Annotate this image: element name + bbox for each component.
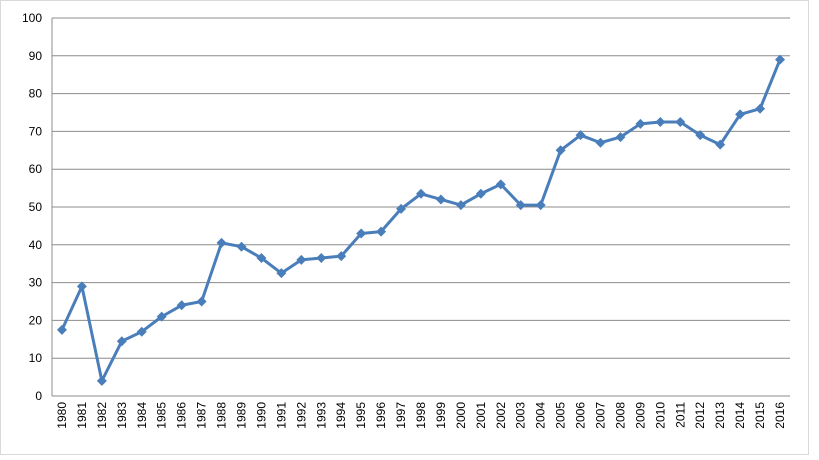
data-point <box>455 200 466 211</box>
data-point <box>256 253 267 264</box>
y-tick-label: 100 <box>22 11 42 25</box>
x-tick-label: 1992 <box>294 402 308 429</box>
data-point <box>416 188 426 199</box>
data-point <box>715 139 726 150</box>
data-point <box>116 336 127 347</box>
data-point <box>136 326 147 337</box>
data-point <box>635 118 646 129</box>
x-tick-label: 2005 <box>554 402 568 429</box>
x-tick-label: 2007 <box>594 402 608 429</box>
data-point <box>316 253 327 264</box>
x-tick-label: 2013 <box>713 402 727 429</box>
x-tick-label: 1991 <box>274 402 288 429</box>
x-tick-label: 1981 <box>75 402 89 429</box>
y-tick-label: 0 <box>35 389 42 403</box>
x-tick-label: 1987 <box>195 402 209 429</box>
data-point <box>615 132 626 143</box>
data-point <box>56 324 67 335</box>
y-tick-label: 10 <box>29 351 43 365</box>
data-point <box>495 179 506 190</box>
x-tick-label: 2010 <box>653 402 667 429</box>
data-point <box>535 200 546 211</box>
data-point <box>655 116 666 127</box>
x-tick-label: 1989 <box>234 402 248 429</box>
x-tick-label: 2016 <box>773 402 787 429</box>
data-point <box>435 194 446 205</box>
x-tick-label: 2004 <box>534 402 548 429</box>
data-point <box>555 145 566 156</box>
x-tick-label: 1998 <box>414 402 428 429</box>
data-point <box>196 296 207 307</box>
data-point <box>76 281 87 292</box>
data-point <box>396 203 407 214</box>
x-tick-label: 2000 <box>454 402 468 429</box>
x-tick-label: 2009 <box>633 402 647 429</box>
x-tick-label: 1993 <box>314 402 328 429</box>
data-point <box>356 228 367 239</box>
x-tick-label: 2001 <box>474 402 488 429</box>
data-point <box>296 254 307 265</box>
data-point <box>675 116 686 127</box>
data-point <box>735 109 746 120</box>
x-tick-label: 1994 <box>334 402 348 429</box>
x-tick-label: 1990 <box>254 402 268 429</box>
chart-border <box>0 0 809 455</box>
data-point <box>96 375 107 386</box>
y-tick-label: 20 <box>29 313 43 327</box>
y-tick-label: 60 <box>29 162 43 176</box>
x-tick-label: 1985 <box>155 402 169 429</box>
x-tick-label: 1996 <box>374 402 388 429</box>
y-tick-label: 30 <box>29 276 43 290</box>
data-point <box>775 54 786 65</box>
data-point <box>216 237 227 248</box>
x-tick-label: 2002 <box>494 402 508 429</box>
data-point <box>276 268 287 279</box>
data-point <box>695 130 706 141</box>
data-point <box>595 137 606 148</box>
x-tick-label: 1983 <box>115 402 129 429</box>
y-tick-label: 70 <box>29 124 43 138</box>
data-point <box>156 311 167 322</box>
data-point <box>475 188 486 199</box>
x-tick-label: 2012 <box>693 402 707 429</box>
x-tick-label: 2011 <box>673 402 687 428</box>
x-tick-label: 1997 <box>394 402 408 429</box>
data-point <box>336 251 347 262</box>
y-tick-label: 90 <box>29 49 43 63</box>
y-tick-label: 50 <box>29 200 43 214</box>
data-point <box>755 103 766 114</box>
y-tick-label: 80 <box>29 87 43 101</box>
x-tick-label: 1982 <box>95 402 109 429</box>
data-point <box>376 226 387 237</box>
data-point <box>575 130 586 141</box>
x-tick-label: 2008 <box>613 402 627 429</box>
y-tick-label: 40 <box>29 238 43 252</box>
x-tick-label: 1980 <box>55 402 69 429</box>
x-tick-label: 1984 <box>135 402 149 429</box>
x-tick-label: 1995 <box>354 402 368 429</box>
data-point <box>176 300 187 311</box>
x-tick-label: 2014 <box>733 402 747 429</box>
x-tick-label: 1986 <box>175 402 189 429</box>
x-tick-label: 2003 <box>514 402 528 429</box>
x-tick-label: 2015 <box>753 402 767 429</box>
data-point <box>236 241 247 252</box>
data-point <box>515 200 526 211</box>
x-tick-label: 1988 <box>215 402 229 429</box>
x-tick-label: 2006 <box>574 402 588 429</box>
x-tick-label: 1999 <box>434 402 448 429</box>
